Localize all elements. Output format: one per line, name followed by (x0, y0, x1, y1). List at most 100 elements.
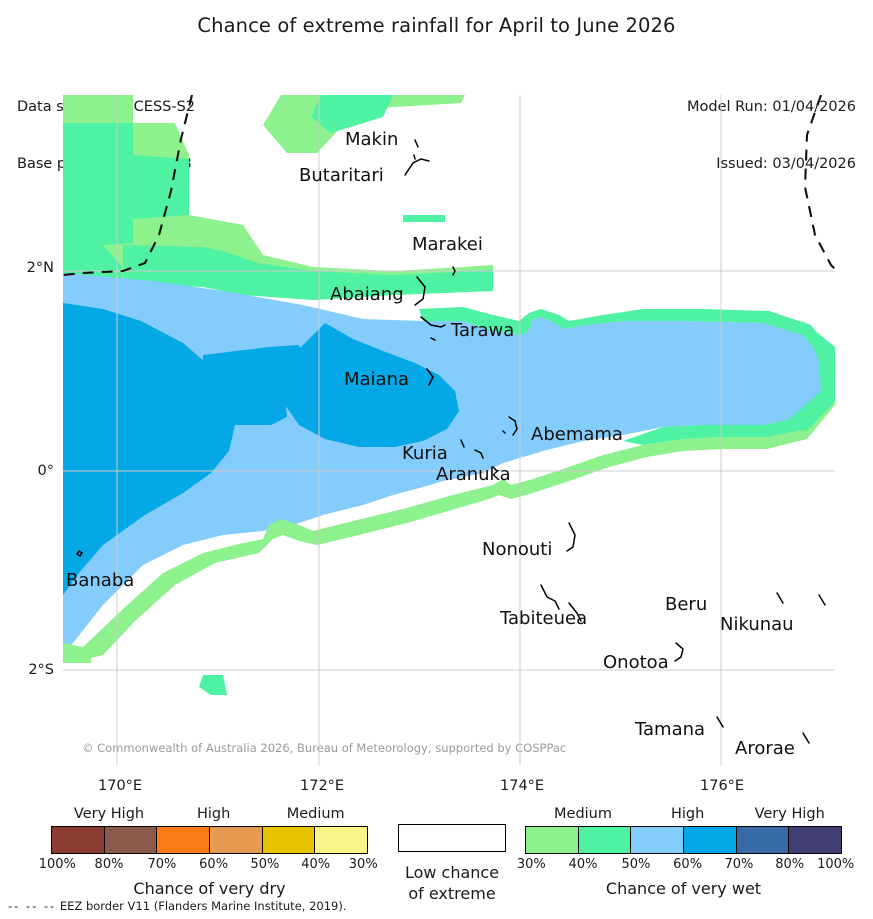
region-wet-medium-high-ne-tip (783, 321, 835, 431)
label-abemama: Abemama (531, 424, 623, 445)
x-tick-174e: 174°E (500, 778, 545, 794)
island-labels-layer: Makin Butaritari Marakei Abaiang Tarawa … (66, 129, 795, 759)
region-wet-medium-high-tarawa-rim (419, 307, 835, 445)
coastline-aranuka (492, 466, 498, 472)
region-wet-high-high-connector (203, 345, 303, 425)
coastline-makin (413, 139, 419, 160)
legend-wet-bar[interactable] (525, 826, 842, 854)
legend-dry-ticks: 100% 80% 70% 60% 50% 40% 30% (39, 857, 378, 877)
coastline-abaiang (414, 276, 426, 306)
coastline-tabiteuea (540, 584, 582, 622)
legend-wet-tick-100: 100% (817, 857, 855, 872)
legend-dry-cat-high: High (196, 806, 231, 822)
eez-border-west (63, 95, 194, 277)
y-tick-2n: 2°N (26, 260, 54, 276)
eez-border-layer (63, 95, 835, 277)
eez-border-footnote: -- -- -- EEZ border V11 (Flanders Marine… (8, 899, 347, 913)
x-tick-170e: 170°E (98, 778, 143, 794)
legend-wet-ticks: 30% 40% 50% 60% 70% 80% 100% (517, 857, 854, 877)
legend-wet-caption: Chance of very wet (605, 879, 762, 898)
coastline-nikunau (818, 594, 826, 606)
probability-contour-map[interactable]: Makin Butaritari Marakei Abaiang Tarawa … (63, 95, 835, 765)
region-wet-medium-high-nw-lower (123, 245, 493, 300)
y-tick-0: 0° (37, 463, 54, 479)
label-nonouti: Nonouti (482, 539, 552, 560)
coastline-butaritari (404, 158, 430, 176)
legend-chance-of-very-wet[interactable]: Medium High Very High 30% 40% 50% 60% 70… (517, 806, 854, 898)
legend-dry-caption: Chance of very dry (133, 879, 286, 898)
label-nikunau: Nikunau (720, 614, 794, 635)
coastline-marakei (452, 266, 456, 276)
legend-dry-tick-70: 70% (147, 857, 177, 872)
legend-dry-swatch-80-70[interactable] (104, 827, 158, 853)
legend-dry-tick-40: 40% (301, 857, 331, 872)
legend-dry-swatch-60-50[interactable] (210, 827, 263, 853)
legend-low-chance-line1: Low chance (404, 863, 500, 882)
island-coastlines-layer (75, 139, 826, 744)
legend-low-chance-line2: of extreme (408, 884, 496, 903)
legend-wet-cat-medium: Medium (554, 806, 612, 822)
legend-dry-swatch-100-80[interactable] (52, 827, 105, 853)
legend-wet-tick-50: 50% (621, 857, 651, 872)
label-onotoa: Onotoa (603, 652, 669, 673)
issued-text: Issued: 03/04/2026 (716, 156, 856, 172)
eez-footnote-text: EEZ border V11 (Flanders Marine Institut… (59, 899, 347, 913)
legend-wet-swatch-40-50[interactable] (578, 827, 632, 853)
label-tarawa: Tarawa (450, 320, 514, 341)
region-wet-medium-low-sw-strip (63, 651, 91, 663)
legend-dry-swatch-40-30[interactable] (315, 827, 368, 853)
region-wet-medium-high-nw (63, 123, 189, 281)
legend-dry-bar[interactable] (51, 826, 368, 854)
legend-dry-tick-100: 100% (38, 857, 76, 872)
label-tamana: Tamana (634, 719, 705, 740)
label-maiana: Maiana (344, 369, 409, 390)
label-tabiteuea: Tabiteuea (499, 608, 587, 629)
model-run-text: Model Run: 01/04/2026 (686, 99, 856, 115)
region-wet-marakei-sliver (403, 215, 445, 222)
y-tick-2s: 2°S (28, 662, 54, 678)
legend-wet-swatch-30-40[interactable] (526, 827, 579, 853)
label-arorae: Arorae (735, 738, 795, 759)
legend-dry-cat-very-high: Very High (73, 806, 145, 822)
legend-wet-swatch-80-100[interactable] (789, 827, 842, 853)
page-title: Chance of extreme rainfall for April to … (197, 14, 676, 37)
coastline-tarawa (420, 316, 446, 341)
legend-dry-tick-80: 80% (94, 857, 124, 872)
region-wet-medium-low-south-rim (63, 385, 835, 661)
legend-dry-tick-60: 60% (199, 857, 229, 872)
legend-low-chance-swatch[interactable] (398, 824, 506, 852)
label-butaritari: Butaritari (299, 165, 384, 186)
label-makin: Makin (345, 129, 398, 150)
region-wet-high-high-central (283, 323, 459, 447)
legend-dry-tick-50: 50% (250, 857, 280, 872)
eez-border-east (803, 95, 835, 270)
coastline-maiana (426, 368, 434, 386)
x-tick-176e: 176°E (700, 778, 745, 794)
legend-chance-of-very-dry[interactable]: Very High High Medium 100% 80% 70% 60% 5… (39, 806, 378, 898)
x-tick-172e: 172°E (300, 778, 345, 794)
region-wet-high-high-west (63, 303, 235, 595)
map-canvas[interactable]: Makin Butaritari Marakei Abaiang Tarawa … (63, 95, 835, 765)
legend-dry-swatch-50-40[interactable] (262, 827, 316, 853)
legend-wet-categories: Medium High Very High (525, 806, 842, 826)
region-wet-medium-low-makin (263, 95, 465, 153)
map-credit: © Commonwealth of Australia 2026, Bureau… (82, 741, 567, 755)
legend-low-chance-caption: Low chance of extreme (398, 862, 506, 904)
legend-dry-swatch-70-60[interactable] (157, 827, 211, 853)
coastline-onotoa (674, 642, 684, 662)
legend-wet-swatch-70-80[interactable] (736, 827, 790, 853)
coastline-beru (776, 592, 784, 604)
legend-wet-tick-80: 80% (775, 857, 805, 872)
label-abaiang: Abaiang (330, 284, 404, 305)
legend-dry-cat-medium: Medium (286, 806, 345, 822)
legend-wet-swatch-60-70[interactable] (684, 827, 737, 853)
label-kuria: Kuria (402, 443, 448, 464)
metadata-right: Model Run: 01/04/2026 Issued: 03/04/2026 (687, 60, 856, 212)
label-beru: Beru (665, 594, 707, 615)
legend-wet-tick-70: 70% (724, 857, 754, 872)
legend-low-chance-of-extreme[interactable]: Low chance of extreme (398, 824, 506, 904)
coastline-nonouti (566, 522, 576, 552)
legend-wet-swatch-50-60[interactable] (631, 827, 685, 853)
coastline-arorae (802, 732, 810, 744)
